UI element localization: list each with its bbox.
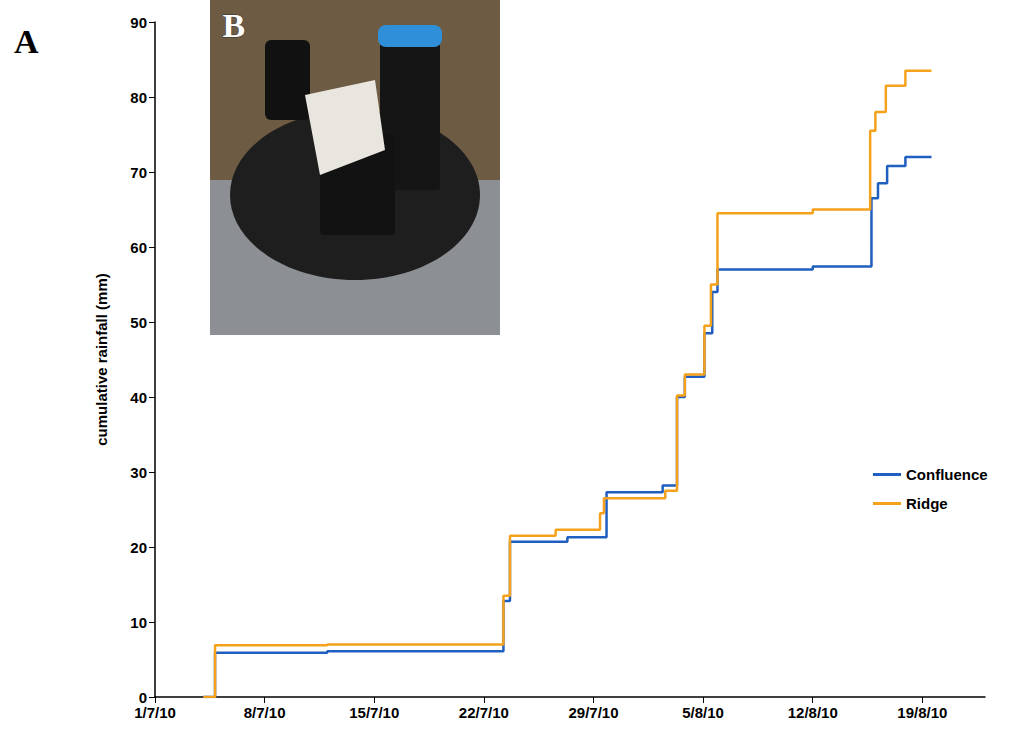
svg-text:19/8/10: 19/8/10 xyxy=(897,704,947,721)
svg-text:20: 20 xyxy=(130,539,147,556)
svg-text:50: 50 xyxy=(130,314,147,331)
svg-text:B: B xyxy=(223,7,246,44)
svg-text:22/7/10: 22/7/10 xyxy=(459,704,509,721)
svg-text:5/8/10: 5/8/10 xyxy=(682,704,724,721)
svg-text:80: 80 xyxy=(130,89,147,106)
svg-text:29/7/10: 29/7/10 xyxy=(568,704,618,721)
svg-text:70: 70 xyxy=(130,164,147,181)
svg-text:15/7/10: 15/7/10 xyxy=(349,704,399,721)
svg-text:10: 10 xyxy=(130,614,147,631)
svg-text:90: 90 xyxy=(130,14,147,31)
svg-text:cumulative rainfall (mm): cumulative rainfall (mm) xyxy=(93,273,110,446)
svg-text:8/7/10: 8/7/10 xyxy=(244,704,286,721)
svg-text:A: A xyxy=(14,23,39,60)
svg-text:12/8/10: 12/8/10 xyxy=(788,704,838,721)
svg-text:40: 40 xyxy=(130,389,147,406)
svg-text:Confluence: Confluence xyxy=(906,466,988,483)
svg-text:Ridge: Ridge xyxy=(906,495,948,512)
svg-text:30: 30 xyxy=(130,464,147,481)
svg-text:60: 60 xyxy=(130,239,147,256)
svg-text:0: 0 xyxy=(139,689,147,706)
svg-text:1/7/10: 1/7/10 xyxy=(134,704,176,721)
